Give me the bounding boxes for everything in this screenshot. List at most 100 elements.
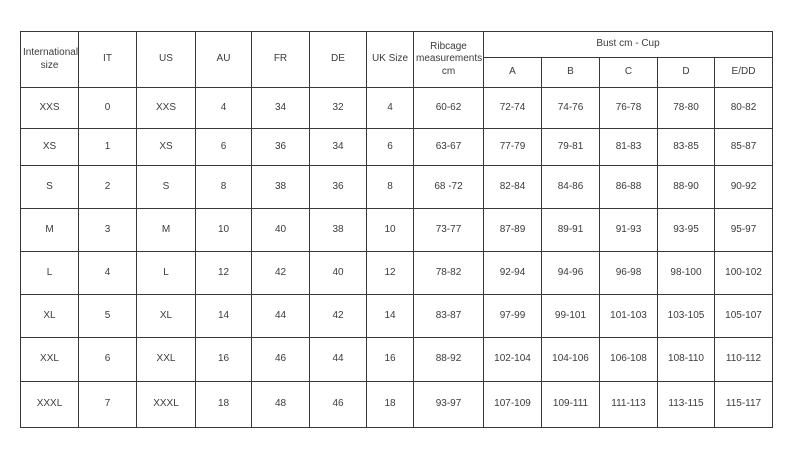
table-cell: 79-81 — [541, 128, 600, 166]
table-cell: 12 — [366, 251, 414, 295]
table-cell: 94-96 — [541, 251, 600, 295]
table-cell: 8 — [195, 165, 252, 209]
table-cell: 95-97 — [714, 208, 773, 252]
table-cell: M — [136, 208, 196, 252]
table-cell: 90-92 — [714, 165, 773, 209]
table-cell: L — [136, 251, 196, 295]
table-cell: 98-100 — [657, 251, 715, 295]
table-cell: 99-101 — [541, 294, 600, 338]
table-cell: 44 — [251, 294, 310, 338]
table-cell: XL — [136, 294, 196, 338]
col-header-it: IT — [78, 31, 137, 88]
table-cell: 93-95 — [657, 208, 715, 252]
table-cell: 81-83 — [599, 128, 658, 166]
table-cell: 78-82 — [413, 251, 484, 295]
table-cell: 83-87 — [413, 294, 484, 338]
col-header-cup-a: A — [483, 57, 542, 88]
table-cell: 105-107 — [714, 294, 773, 338]
table-row: XL 5 XL 14 44 42 14 83-87 97-99 99-101 101-103 103-… — [20, 294, 773, 338]
col-header-us: US — [136, 31, 196, 88]
table-cell: XXL — [136, 337, 196, 382]
table-cell: 44 — [309, 337, 367, 382]
col-header-au: AU — [195, 31, 252, 88]
table-cell: 85-87 — [714, 128, 773, 166]
row-label: XXL — [20, 337, 79, 382]
table-cell: 96-98 — [599, 251, 658, 295]
table-cell: 92-94 — [483, 251, 542, 295]
table-cell: 63-67 — [413, 128, 484, 166]
table-cell: 108-110 — [657, 337, 715, 382]
table-cell: 40 — [309, 251, 367, 295]
col-header-international-size: International size — [20, 31, 79, 88]
table-cell: 113-115 — [657, 381, 715, 428]
table-cell: 111-113 — [599, 381, 658, 428]
col-header-de: DE — [309, 31, 367, 88]
col-header-cup-c: C — [599, 57, 658, 88]
table-cell: 86-88 — [599, 165, 658, 209]
table-row: M 3 M 10 40 38 10 73-77 87-89 89-91 91-93 93-95 95-9… — [20, 208, 773, 252]
table-cell: 32 — [309, 87, 367, 129]
table-body: XXS 0 XXS 4 34 32 4 60-62 72-74 74-76 76-78 78-80 80… — [20, 87, 773, 428]
table-cell: 77-79 — [483, 128, 542, 166]
table-cell: XXS — [136, 87, 196, 129]
table-cell: XXXL — [136, 381, 196, 428]
table-cell: 46 — [251, 337, 310, 382]
table-cell: 40 — [251, 208, 310, 252]
table-row: S 2 S 8 38 36 8 68 -72 82-84 84-86 86-88 88-90 90-92 — [20, 165, 773, 209]
col-header-cup-b: B — [541, 57, 600, 88]
table-cell: 72-74 — [483, 87, 542, 129]
row-label: L — [20, 251, 79, 295]
col-header-uk-size: UK Size — [366, 31, 414, 88]
table-cell: 110-112 — [714, 337, 773, 382]
table-cell: 88-92 — [413, 337, 484, 382]
table-cell: 82-84 — [483, 165, 542, 209]
table-cell: 80-82 — [714, 87, 773, 129]
table-row: XXL 6 XXL 16 46 44 16 88-92 102-104 104-106 106-10… — [20, 337, 773, 382]
table-cell: 89-91 — [541, 208, 600, 252]
table-cell: 38 — [251, 165, 310, 209]
row-label: XXXL — [20, 381, 79, 428]
table-cell: 4 — [366, 87, 414, 129]
table-cell: 83-85 — [657, 128, 715, 166]
table-cell: 102-104 — [483, 337, 542, 382]
table-cell: 34 — [251, 87, 310, 129]
table-cell: 107-109 — [483, 381, 542, 428]
table-row: L 4 L 12 42 40 12 78-82 92-94 94-96 96-98 98-100 100… — [20, 251, 773, 295]
table-cell: 14 — [195, 294, 252, 338]
table-cell: 36 — [309, 165, 367, 209]
row-label: XXS — [20, 87, 79, 129]
table-row: XXXL 7 XXXL 18 48 46 18 93-97 107-109 109-111 111-… — [20, 381, 773, 428]
table-cell: 68 -72 — [413, 165, 484, 209]
table-cell: 36 — [251, 128, 310, 166]
col-group-header-bust-cup: Bust cm - Cup — [483, 31, 773, 58]
header-row-cups: A B C D E/DD — [21, 57, 773, 88]
table-cell: 42 — [251, 251, 310, 295]
table-cell: 104-106 — [541, 337, 600, 382]
table-cell: 18 — [366, 381, 414, 428]
table-cell: 2 — [78, 165, 137, 209]
col-header-cup-edd: E/DD — [714, 57, 773, 88]
table-cell: 8 — [366, 165, 414, 209]
size-conversion-table: International size IT US AU FR DE UK Siz… — [20, 31, 773, 428]
table-cell: 14 — [366, 294, 414, 338]
table-cell: 6 — [78, 337, 137, 382]
table-cell: 115-117 — [714, 381, 773, 428]
table-cell: 73-77 — [413, 208, 484, 252]
table-cell: 10 — [366, 208, 414, 252]
table-cell: 10 — [195, 208, 252, 252]
table-header: International size IT US AU FR DE UK Siz… — [20, 31, 773, 88]
table-cell: 100-102 — [714, 251, 773, 295]
table-cell: 38 — [309, 208, 367, 252]
table-cell: 78-80 — [657, 87, 715, 129]
table-cell: 4 — [195, 87, 252, 129]
row-label: M — [20, 208, 79, 252]
col-header-cup-d: D — [657, 57, 715, 88]
table-cell: 60-62 — [413, 87, 484, 129]
table-row: XXS 0 XXS 4 34 32 4 60-62 72-74 74-76 76-78 78-80 80… — [20, 87, 773, 129]
table-cell: 3 — [78, 208, 137, 252]
row-label: S — [20, 165, 79, 209]
table-cell: 48 — [251, 381, 310, 428]
table-cell: 16 — [195, 337, 252, 382]
table-cell: 87-89 — [483, 208, 542, 252]
